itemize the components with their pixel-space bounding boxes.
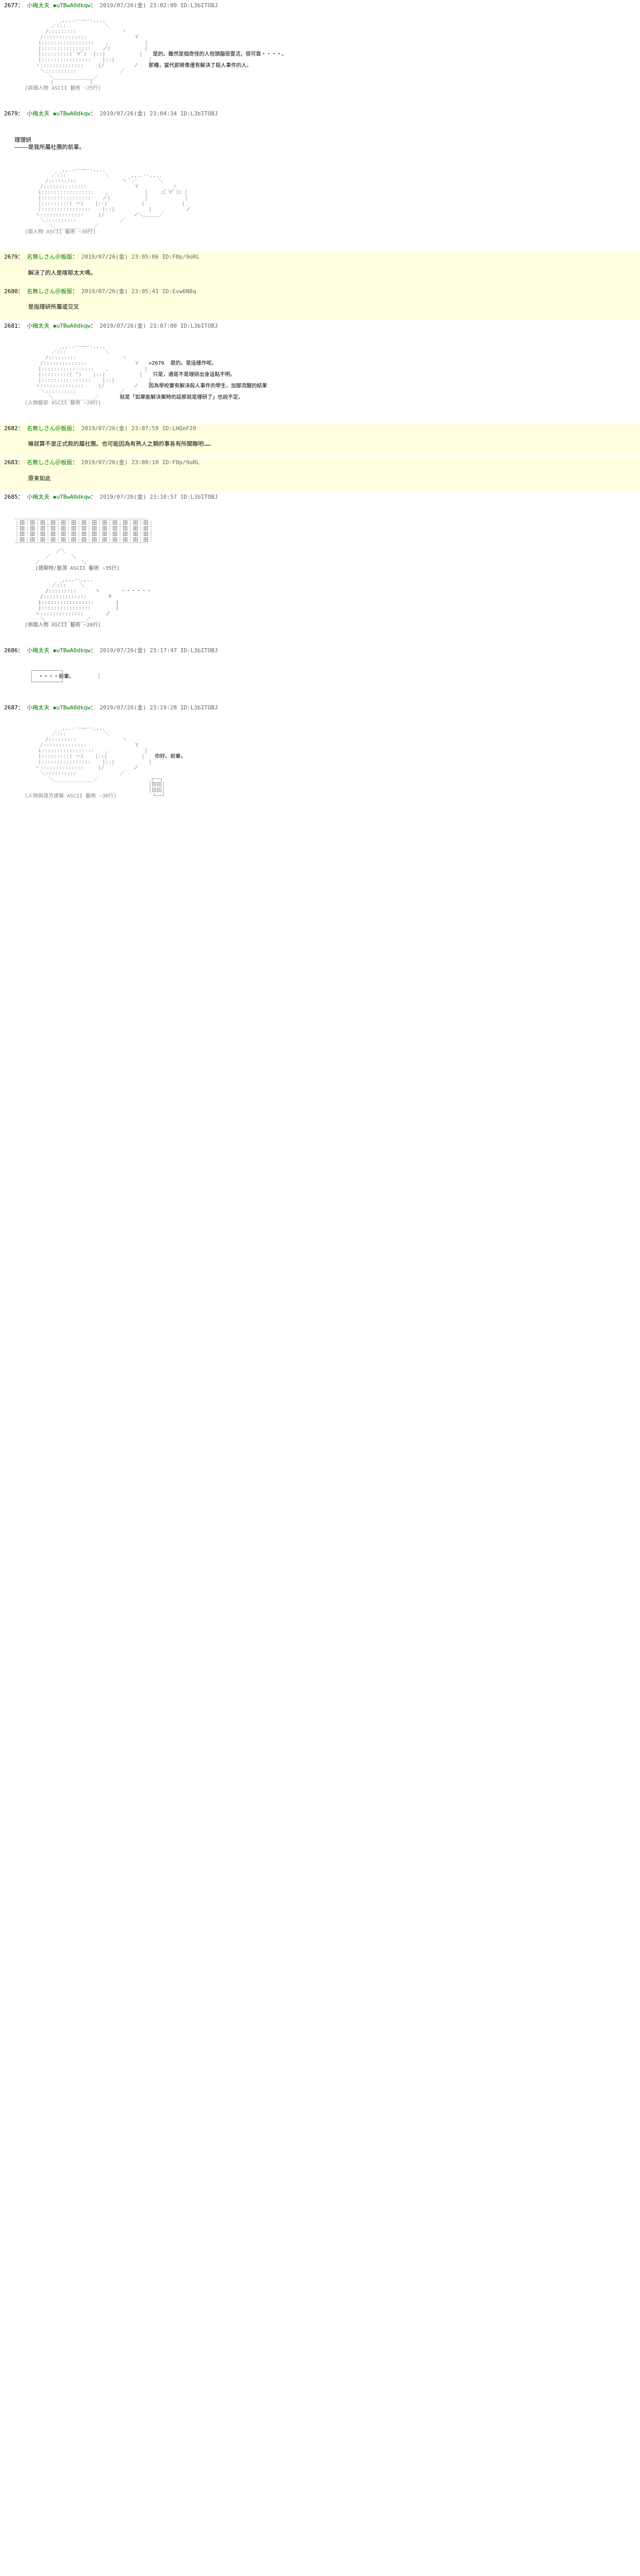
post-id[interactable]: ID:L3bITOBJ [180,2,218,9]
comment-text: 是指理研所屬或交叉 [28,303,79,310]
post-number[interactable]: 2679 [4,110,18,117]
post-header: 2679： 小梅太夫 ◆uTBwA0dkqw： 2019/07/26(金) 23… [4,110,636,117]
poster-name[interactable]: 名無しさん＠板版 [27,425,72,432]
post-body: ┌─────────┐ │ ・・・・前輩。 │ └─────────┘ [14,656,636,699]
ascii-art: _,,..--――--,,.. ／::: ＼ /::::::::: ヽ /:::… [14,720,636,799]
post-date: 2019/07/26(金) 23:19:28 [99,704,177,711]
post-header: 2687： 小梅太夫 ◆uTBwA0dkqw： 2019/07/26(金) 23… [4,704,636,711]
post-header: 2677： 小梅太夫 ◆uTBwA0dkqw： 2019/07/26(金) 23… [4,2,636,9]
comment-text: 解決了的人是喀耶太大嗎。 [28,269,96,276]
post: 2677： 小梅太夫 ◆uTBwA0dkqw： 2019/07/26(金) 23… [0,0,640,107]
poster-trip: ◆uTBwA0dkqw [53,494,91,500]
post-id[interactable]: ID:F0p/9oRL [162,253,199,260]
post-body: _,,..--――--,,.. ／::: ＼ /::::::::: ヽ /:::… [14,331,636,420]
post: 2686： 小梅太夫 ◆uTBwA0dkqw： 2019/07/26(金) 23… [0,645,640,701]
dialogue-text: 因為學校實有解決殺人事件的學生，加御流醒的結果 [148,383,267,389]
post-date: 2019/07/26(金) 23:05:06 [81,253,159,260]
dialogue-text: 就是「如果能解決案時的話那就是理研了」也說不定。 [120,395,243,400]
post-number[interactable]: 2680 [4,288,18,295]
poster-trip: ◆uTBwA0dkqw [53,647,91,654]
poster-trip: ◆uTBwA0dkqw [53,323,91,329]
post: 2679： 小梅太夫 ◆uTBwA0dkqw： 2019/07/26(金) 23… [0,108,640,251]
post-id[interactable]: ID:L3bITOBJ [180,110,218,117]
ascii-art: _,,..--――--,,.. ／::: ＼ /::::::::: ヽ /:::… [14,338,636,406]
post-header: 2686： 小梅太夫 ◆uTBwA0dkqw： 2019/07/26(金) 23… [4,647,636,654]
post-body: 理理妍 ————是我所屬社團的前輩。 _,,..--――--,,.. ／::: … [14,119,636,248]
post-date: 2019/07/26(金) 23:10:57 [99,494,177,500]
ascii-art-building: ＿＿＿＿＿＿＿＿＿＿＿＿＿＿＿＿＿＿＿＿＿＿＿＿＿＿ ｜田｜田｜田｜田｜田｜田｜… [14,509,636,628]
post-date: 2019/07/26(金) 23:07:00 [99,323,177,329]
dialogue-text: 只是，通是不是理研出身這點不明。 [153,372,235,378]
post-id[interactable]: ID:L3bITOBJ [180,323,218,329]
post-id[interactable]: ID:L3bITOBJ [180,647,218,654]
dialogue-text: >2679 是的。是這樣作呢。 [148,361,216,366]
post-highlighted: 2683： 名無しさん＠板版： 2019/07/26(金) 23:08:10 I… [0,457,640,490]
post-number[interactable]: 2686 [4,647,18,654]
poster-name[interactable]: 小梅太夫 [27,2,49,9]
post-highlighted: 2682： 名無しさん＠板版： 2019/07/26(金) 23:07:59 I… [0,423,640,456]
post-number[interactable]: 2685 [4,494,18,500]
post-body: 嘛就算不是正式款的屬社團。也可能因為有熟人之類的事各有所關聯吧…… [14,434,636,454]
ascii-art: _,,..--――--,,.. ／::: ＼ _,,..--,,.. /::::… [14,161,636,235]
post-header: 2683： 名無しさん＠板版： 2019/07/26(金) 23:08:10 I… [4,459,636,466]
poster-name[interactable]: 小梅太夫 [27,323,49,329]
post-header: 2679： 名無しさん＠板版： 2019/07/26(金) 23:05:06 I… [4,253,636,260]
post-body: 解決了的人是喀耶太大嗎。 [14,262,636,283]
poster-name[interactable]: 小梅太夫 [27,494,49,500]
post-body: 是指理研所屬或交叉 [14,297,636,317]
post-date: 2019/07/26(金) 23:08:10 [81,459,159,466]
post-highlighted: 2680： 名無しさん＠板版： 2019/07/26(金) 23:05:41 I… [0,286,640,319]
post: 2687： 小梅太夫 ◆uTBwA0dkqw： 2019/07/26(金) 23… [0,702,640,815]
post-date: 2019/07/26(金) 23:05:41 [81,288,159,295]
comment-text: 原來如此 [28,475,51,482]
poster-name[interactable]: 名無しさん＠板版 [27,288,72,295]
dialogue-text: 那種，當代即將像還有解決了殺人事件的人。 [148,63,251,69]
poster-trip: ◆uTBwA0dkqw [53,2,91,9]
dialogue-text: 是的。雖然是個奇怪的人但頭腦很靈活，很可靠・・・・。 [153,52,287,57]
post-id[interactable]: ID:Evw6N8q [162,288,196,295]
post-number[interactable]: 2677 [4,2,18,9]
post-date: 2019/07/26(金) 23:02:00 [99,2,177,9]
post: 2681： 小梅太夫 ◆uTBwA0dkqw： 2019/07/26(金) 23… [0,320,640,422]
ascii-art: _,,..--――--,,.. ／::: ＼ /::::::::: ヽ /:::… [14,18,636,91]
post-id[interactable]: ID:L3bITOBJ [180,494,218,500]
post-id[interactable]: ID:L3bITOBJ [180,704,218,711]
post-header: 2685： 小梅太夫 ◆uTBwA0dkqw： 2019/07/26(金) 23… [4,494,636,500]
post-id[interactable]: ID:F0p/9oRL [162,459,199,466]
post-header: 2680： 名無しさん＠板版： 2019/07/26(金) 23:05:41 I… [4,288,636,295]
post-id[interactable]: ID:LHQeF20 [162,425,196,432]
ascii-art: ┌─────────┐ │ ・・・・前輩。 │ └─────────┘ [14,663,636,685]
poster-trip: ◆uTBwA0dkqw [53,110,91,117]
post-number[interactable]: 2679 [4,253,18,260]
dialogue-text: ・・・・前輩。 [38,674,72,680]
post-body: _,,..--――--,,.. ／::: ＼ /::::::::: ヽ /:::… [14,11,636,105]
post-number[interactable]: 2682 [4,425,18,432]
post-date: 2019/07/26(金) 23:07:59 [81,425,159,432]
narration-text: 理理妍 ————是我所屬社團的前輩。 [14,137,636,150]
post-number[interactable]: 2687 [4,704,18,711]
poster-name[interactable]: 名無しさん＠板版 [27,459,72,466]
post-body: ＿＿＿＿＿＿＿＿＿＿＿＿＿＿＿＿＿＿＿＿＿＿＿＿＿＿ ｜田｜田｜田｜田｜田｜田｜… [14,502,636,642]
comment-text: 嘛就算不是正式款的屬社團。也可能因為有熟人之類的事各有所關聯吧…… [28,440,211,447]
poster-name[interactable]: 小梅太夫 [27,704,49,711]
post: 2685： 小梅太夫 ◆uTBwA0dkqw： 2019/07/26(金) 23… [0,492,640,644]
poster-trip: ◆uTBwA0dkqw [53,704,91,711]
post-body: 原來如此 [14,468,636,488]
poster-name[interactable]: 小梅太夫 [27,110,49,117]
poster-name[interactable]: 名無しさん＠板版 [27,253,72,260]
post-date: 2019/07/26(金) 23:04:34 [99,110,177,117]
post-body: _,,..--――--,,.. ／::: ＼ /::::::::: ヽ /:::… [14,713,636,813]
post-highlighted: 2679： 名無しさん＠板版： 2019/07/26(金) 23:05:06 I… [0,251,640,285]
post-number[interactable]: 2681 [4,323,18,329]
dialogue-text: 你好。前輩。 [155,754,186,759]
post-number[interactable]: 2683 [4,459,18,466]
post-header: 2681： 小梅太夫 ◆uTBwA0dkqw： 2019/07/26(金) 23… [4,323,636,329]
post-header: 2682： 名無しさん＠板版： 2019/07/26(金) 23:07:59 I… [4,425,636,432]
poster-name[interactable]: 小梅太夫 [27,647,49,654]
post-date: 2019/07/26(金) 23:17:47 [99,647,177,654]
